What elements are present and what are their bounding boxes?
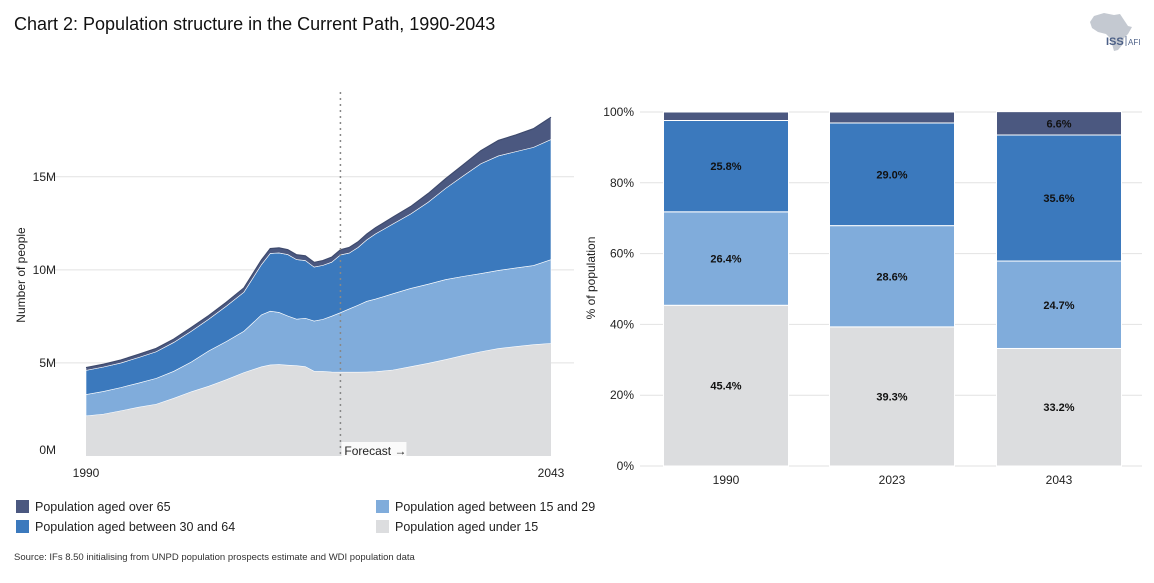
area-series-under15 xyxy=(86,343,551,456)
left-y-axis-title: Number of people xyxy=(14,227,28,323)
right-x-tick-label: 2043 xyxy=(1046,473,1073,487)
left-y-tick-label: 5M xyxy=(39,356,56,370)
bar-segment-over65 xyxy=(829,111,955,124)
right-x-tick-label: 2023 xyxy=(879,473,906,487)
bar-data-label: 45.4% xyxy=(710,381,741,393)
bar-segment-age15to29 xyxy=(829,225,955,328)
legend-item-15to29: Population aged between 15 and 29 xyxy=(376,500,595,514)
population-share-bar-chart: 45.4% 26.4% 25.8% 39.3% 28.6% 29.0% 33.2% 24.7%… xyxy=(584,105,1142,487)
forecast-label: Forecast → xyxy=(344,444,406,458)
legend-label: Population aged over 65 xyxy=(35,500,171,514)
bar-segment-over65 xyxy=(663,111,789,121)
bar-data-label: 26.4% xyxy=(710,254,741,266)
forecast-annotation: Forecast → xyxy=(339,92,407,458)
right-y-tick-label: 0% xyxy=(617,459,635,473)
left-areas xyxy=(85,116,552,456)
population-area-chart: Forecast → 0M 5M 10M 15M 1990 2043 Number of p… xyxy=(14,92,574,480)
logo-main-text: ISS xyxy=(1106,36,1124,48)
right-y-tick-label: 60% xyxy=(610,247,634,261)
legend-swatch-under15 xyxy=(376,520,389,533)
forecast-label-bg xyxy=(341,442,407,458)
right-x-tick-label: 1990 xyxy=(713,473,740,487)
legend-item-30to64: Population aged between 30 and 64 xyxy=(16,520,235,534)
logo-sub-text: AFI xyxy=(1128,38,1140,47)
bar-segment-under15 xyxy=(663,304,789,467)
left-x-tick-label: 2043 xyxy=(538,466,565,480)
legend-item-under15: Population aged under 15 xyxy=(376,520,538,534)
bar-segment-age30to64 xyxy=(996,134,1122,262)
right-bars: 45.4% 26.4% 25.8% 39.3% 28.6% 29.0% 33.2% 24.7%… xyxy=(663,111,1122,467)
right-y-tick-label: 20% xyxy=(610,388,634,402)
bar-data-label: 29.0% xyxy=(876,169,907,181)
right-y-axis-title: % of population xyxy=(584,237,598,320)
chart-title: Chart 2: Population structure in the Cur… xyxy=(14,14,496,34)
left-y-tick-label: 10M xyxy=(33,263,56,277)
right-y-tick-label: 40% xyxy=(610,317,634,331)
bar-segment-age15to29 xyxy=(663,211,789,306)
bar-data-label: 33.2% xyxy=(1043,402,1074,414)
left-y-tick-label: 0M xyxy=(39,443,56,457)
legend-swatch-over65 xyxy=(16,500,29,513)
bar-data-label: 6.6% xyxy=(1046,118,1071,130)
left-axis: 0M 5M 10M 15M 1990 2043 Number of people xyxy=(14,170,565,480)
bar-data-label: 25.8% xyxy=(710,161,741,173)
africa-icon: ISS AFI xyxy=(1090,13,1140,51)
bar-segment-under15 xyxy=(996,347,1122,467)
area-top-outline xyxy=(85,116,552,369)
right-y-tick-label: 100% xyxy=(603,105,634,119)
bar-segment-age30to64 xyxy=(663,119,789,213)
bar-data-label: 35.6% xyxy=(1043,193,1074,205)
bar-segment-age15to29 xyxy=(996,260,1122,349)
source-note: Source: IFs 8.50 initialising from UNPD … xyxy=(14,552,415,563)
bar-data-label: 39.3% xyxy=(876,391,907,403)
left-y-tick-label: 15M xyxy=(33,170,56,184)
bar-data-label: 28.6% xyxy=(876,271,907,283)
legend-label: Population aged under 15 xyxy=(395,520,539,534)
legend-label: Population aged between 15 and 29 xyxy=(395,500,596,514)
bar-data-label: 24.7% xyxy=(1043,300,1074,312)
iss-afi-logo: ISS AFI xyxy=(1080,10,1144,54)
legend-swatch-15to29 xyxy=(376,500,389,513)
legend-item-over65: Population aged over 65 xyxy=(16,500,171,514)
left-x-tick-label: 1990 xyxy=(73,466,100,480)
right-y-tick-label: 80% xyxy=(610,176,634,190)
bar-segment-under15 xyxy=(829,326,955,467)
bar-segment-age30to64 xyxy=(829,122,955,227)
legend-swatch-30to64 xyxy=(16,520,29,533)
legend-label: Population aged between 30 and 64 xyxy=(35,520,236,534)
right-axis: 0% 20% 40% 60% 80% 100% 1990 2023 2043 % of popul… xyxy=(584,105,1073,487)
bar-segment-over65 xyxy=(996,111,1122,136)
